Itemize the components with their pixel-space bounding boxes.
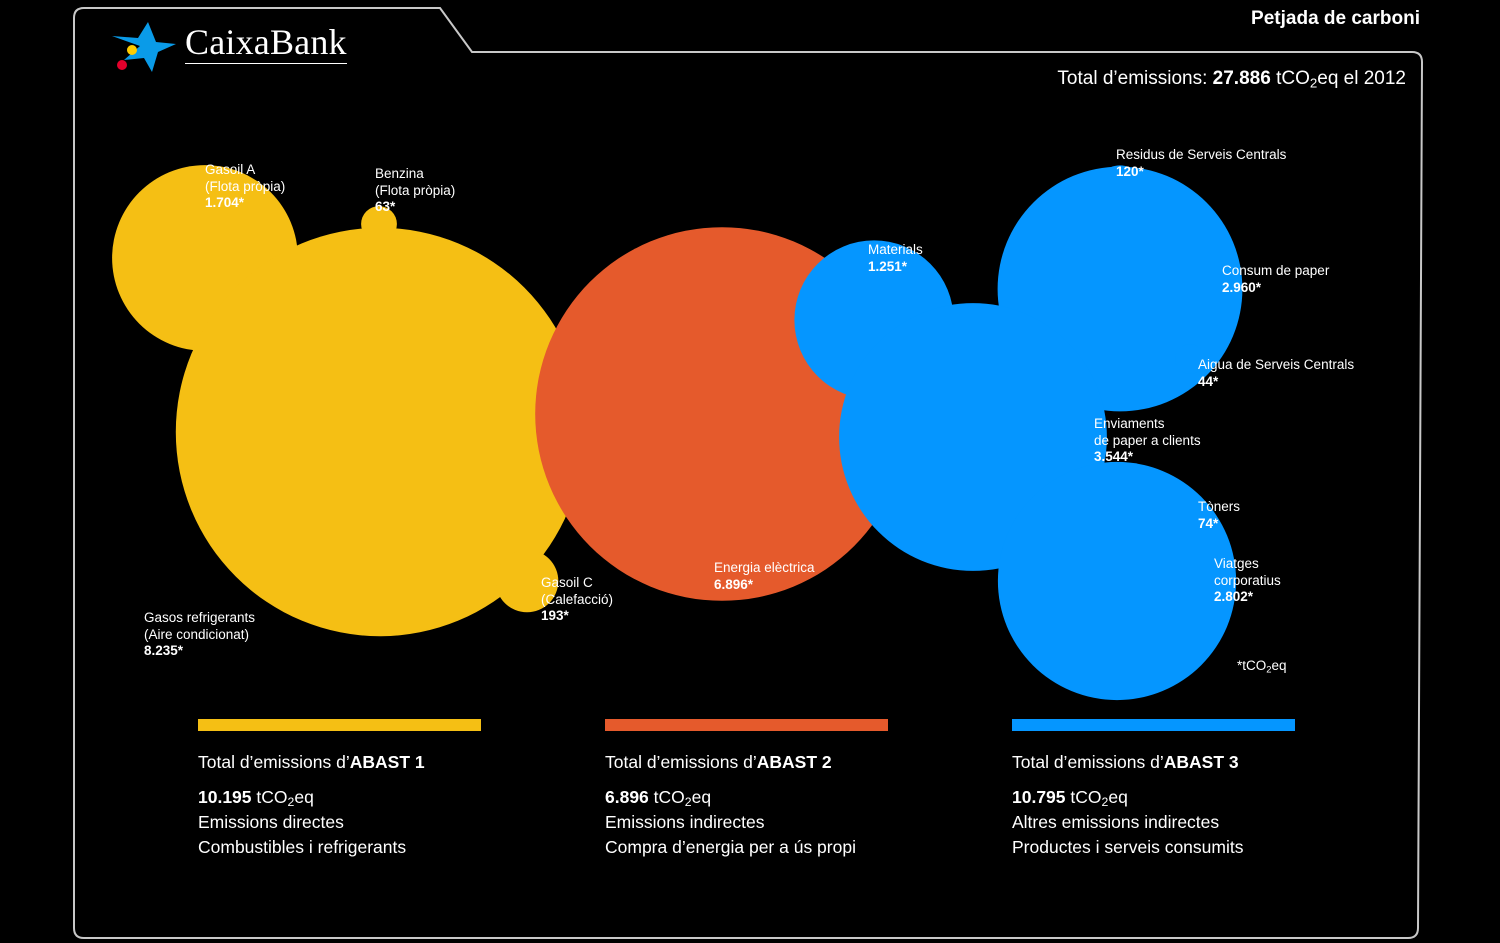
label-gasoil-a-line2: (Flota pròpia) <box>205 178 286 194</box>
label-consum-paper: Consum de paper 2.960* <box>1222 263 1329 296</box>
scope2-heading: Total d’emissions d’ABAST 2 <box>605 751 985 773</box>
total-unit: tCO <box>1276 68 1310 89</box>
label-materials: Materials 1.251* <box>868 242 923 275</box>
label-aigua-value: 44* <box>1198 373 1219 389</box>
label-energia-electrica: Energia elèctrica 6.896* <box>714 560 815 593</box>
scope1-total: 10.195 tCO2eq <box>198 785 578 810</box>
scope3-bar <box>1012 719 1295 731</box>
scope2-line2: Compra d’energia per a ús propi <box>605 837 856 857</box>
scope2-total-unit-sub: 2 <box>684 795 692 810</box>
scope1-line2: Combustibles i refrigerants <box>198 837 407 857</box>
unit-note-tail: eq <box>1271 658 1287 673</box>
label-materials-value: 1.251* <box>868 258 908 274</box>
scope2-bar <box>605 719 888 731</box>
scope3-heading-prefix: Total d’emissions d’ <box>1012 752 1164 772</box>
label-gasoil-c-line1: Gasoil C <box>541 575 593 590</box>
label-gasos-line2: (Aire condicionat) <box>144 626 250 642</box>
label-gasoil-c: Gasoil C (Calefacció) 193* <box>541 575 613 625</box>
label-benzina-value: 63* <box>375 199 396 214</box>
scope1-heading-prefix: Total d’emissions d’ <box>198 752 350 772</box>
label-toners: Tòners 74* <box>1198 499 1240 532</box>
label-materials-line1: Materials <box>868 242 923 257</box>
bubble-gasos-refrigerants <box>175 227 585 637</box>
label-enviaments-line2: de paper a clients <box>1094 432 1201 448</box>
label-viatges-line2: corporatius <box>1214 572 1281 588</box>
total-unit-tail: eq el 2012 <box>1317 68 1406 89</box>
caixabank-star-logo-icon <box>112 22 176 72</box>
scope3-summary: Total d’emissions d’ABAST 3 10.795 tCO2e… <box>1012 751 1392 860</box>
label-gasoil-c-line2: (Calefacció) <box>541 591 614 607</box>
scope1-total-unit: tCO <box>256 787 288 807</box>
bubble-viatges <box>997 461 1237 701</box>
scope3-total-value: 10.795 <box>1012 787 1066 807</box>
label-gasos-refrigerants: Gasos refrigerants (Aire condicionat) 8.… <box>144 610 255 660</box>
scope1-summary: Total d’emissions d’ABAST 1 10.195 tCO2e… <box>198 751 578 860</box>
scope1-line1: Emissions directes <box>198 812 344 832</box>
label-residus-value: 120* <box>1116 163 1144 179</box>
scope1-total-unit-sub: 2 <box>287 795 295 810</box>
label-benzina: Benzina (Flota pròpia) 63* <box>375 166 455 216</box>
label-enviaments: Enviaments de paper a clients 3.544* <box>1094 416 1201 466</box>
label-gasoil-a-value: 1.704* <box>205 195 245 210</box>
unit-note: *tCO2eq <box>1237 658 1287 676</box>
label-energia-value: 6.896* <box>714 576 754 592</box>
label-toners-value: 74* <box>1198 515 1219 531</box>
scope3-total-unit: tCO <box>1070 787 1102 807</box>
label-residus-line1: Residus de Serveis Centrals <box>1116 147 1287 162</box>
unit-note-sub: 2 <box>1266 664 1272 676</box>
scope3-heading-bold: ABAST 3 <box>1163 752 1239 772</box>
label-gasoil-a: Gasoil A (Flota pròpia) 1.704* <box>205 162 285 212</box>
scope1-total-value: 10.195 <box>198 787 252 807</box>
scope1-heading-bold: ABAST 1 <box>349 752 425 772</box>
label-residus: Residus de Serveis Centrals 120* <box>1116 147 1286 180</box>
label-benzina-line1: Benzina <box>375 166 424 181</box>
scope1-heading: Total d’emissions d’ABAST 1 <box>198 751 578 773</box>
scope2-summary: Total d’emissions d’ABAST 2 6.896 tCO2eq… <box>605 751 985 860</box>
label-energia-line1: Energia elèctrica <box>714 560 815 575</box>
scope3-total-unit-tail: eq <box>1108 787 1128 807</box>
scope3-heading: Total d’emissions d’ABAST 3 <box>1012 751 1392 773</box>
brand-name: CaixaBank <box>185 22 347 64</box>
scope3-total: 10.795 tCO2eq <box>1012 785 1392 810</box>
total-emissions: Total d’emissions: 27.886 tCO2eq el 2012 <box>1057 68 1406 90</box>
scope1-bar <box>198 719 481 731</box>
page-title: Petjada de carboni <box>1251 8 1420 29</box>
scope3-line2: Productes i serveis consumits <box>1012 837 1244 857</box>
label-enviaments-line1: Enviaments <box>1094 416 1165 431</box>
label-viatges: Viatges corporatius 2.802* <box>1214 556 1281 606</box>
scope2-total: 6.896 tCO2eq <box>605 785 985 810</box>
label-consum-value: 2.960* <box>1222 279 1262 295</box>
label-aigua: Aigua de Serveis Centrals 44* <box>1198 357 1354 390</box>
label-toners-line1: Tòners <box>1198 499 1241 514</box>
label-gasoil-a-line1: Gasoil A <box>205 162 256 177</box>
scope1-total-unit-tail: eq <box>294 787 314 807</box>
total-value: 27.886 <box>1212 68 1271 89</box>
label-viatges-value: 2.802* <box>1214 589 1254 604</box>
scope2-total-value: 6.896 <box>605 787 649 807</box>
scope2-total-unit: tCO <box>653 787 685 807</box>
scope3-total-unit-sub: 2 <box>1101 795 1109 810</box>
label-enviaments-value: 3.544* <box>1094 449 1134 464</box>
label-aigua-line1: Aigua de Serveis Centrals <box>1198 357 1355 372</box>
scope2-line1: Emissions indirectes <box>605 812 765 832</box>
scope3-line1: Altres emissions indirectes <box>1012 812 1220 832</box>
label-gasos-value: 8.235* <box>144 643 184 658</box>
scope2-total-unit-tail: eq <box>691 787 712 807</box>
label-consum-line1: Consum de paper <box>1222 263 1330 278</box>
bubble-aigua <box>1175 344 1205 374</box>
total-prefix: Total d’emissions: <box>1057 68 1213 89</box>
scope2-heading-prefix: Total d’emissions d’ <box>605 752 757 772</box>
label-gasos-line1: Gasos refrigerants <box>144 610 256 625</box>
total-unit-sub: 2 <box>1309 75 1318 91</box>
scope2-heading-bold: ABAST 2 <box>756 752 832 772</box>
label-benzina-line2: (Flota pròpia) <box>375 182 456 198</box>
label-gasoil-c-value: 193* <box>541 608 569 623</box>
label-viatges-line1: Viatges <box>1214 556 1259 571</box>
bubble-gasoil-c <box>495 549 559 613</box>
unit-note-prefix: *tCO <box>1237 658 1267 673</box>
